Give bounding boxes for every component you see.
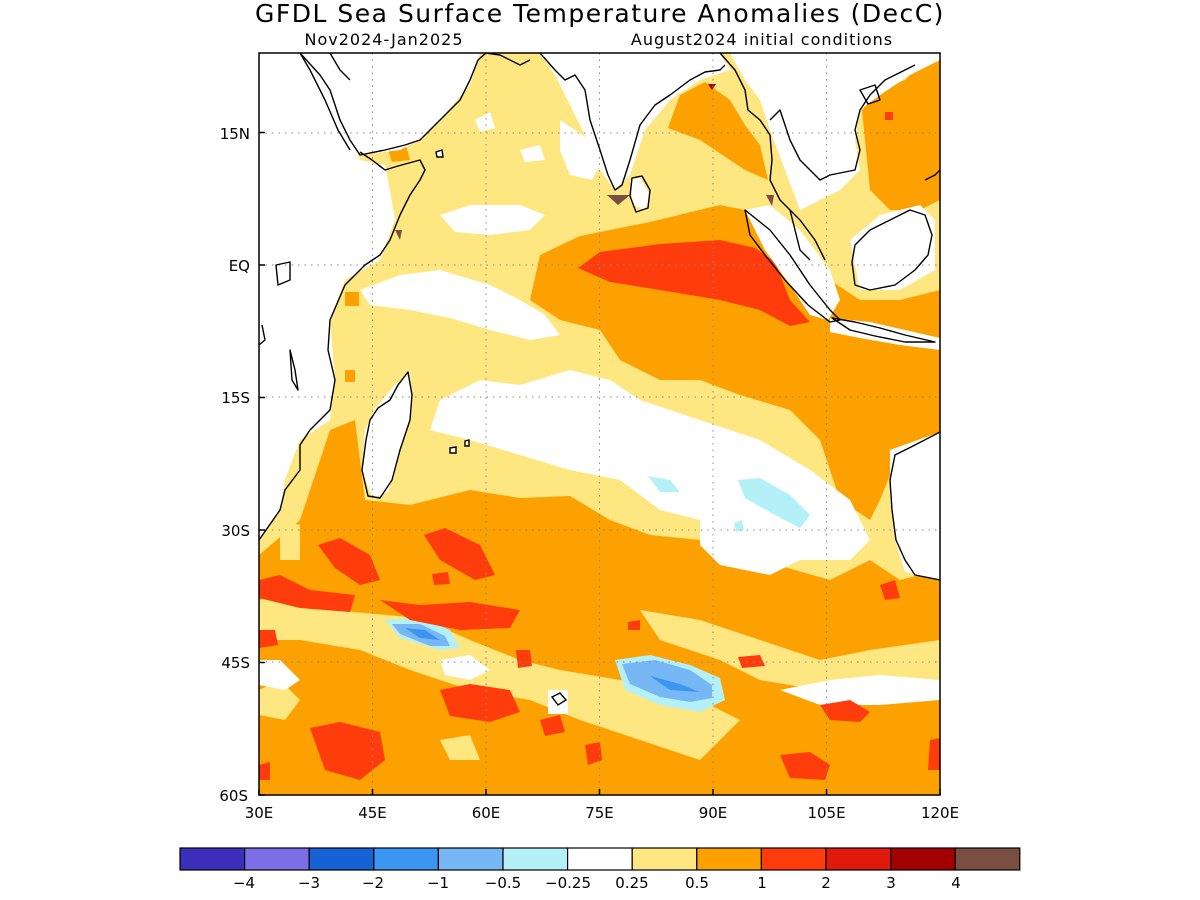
chart-title: GFDL Sea Surface Temperature Anomalies (…	[255, 0, 945, 28]
colorbar-label: 0.25	[615, 874, 648, 892]
coastlines	[259, 53, 940, 581]
y-tick-label: 15N	[220, 125, 250, 143]
colorbar-label: −1	[427, 874, 449, 892]
anomaly-1-2-regions	[259, 112, 940, 780]
colorbar-label: −2	[362, 874, 384, 892]
y-tick-label: 45S	[221, 654, 250, 672]
chart-subtitle-period: Nov2024-Jan2025	[305, 30, 464, 49]
x-tick-label: 60E	[472, 804, 501, 822]
colorbar-swatch	[373, 847, 439, 871]
anomaly-neutral-regions	[259, 112, 940, 705]
colorbar-labels: −4 −3 −2 −1 −0.5 −0.25 0.25 0.5 1 2 3 4	[233, 874, 961, 892]
x-axis-labels: 30E 45E 60E 75E 90E 105E 120E	[245, 804, 959, 822]
x-tick-label: 45E	[358, 804, 387, 822]
colorbar-swatch	[760, 847, 827, 871]
colorbar-swatch	[631, 847, 698, 871]
y-tick-label: 30S	[221, 522, 250, 540]
y-tick-label: 60S	[219, 787, 248, 805]
colorbar-swatch	[244, 847, 310, 871]
x-tick-label: 90E	[699, 804, 728, 822]
map-plot-area	[259, 53, 940, 795]
land-masses	[259, 53, 940, 714]
colorbar-label: −3	[298, 874, 320, 892]
x-tick-label: 105E	[807, 804, 845, 822]
colorbar-swatch	[502, 847, 569, 871]
colorbar-label: −0.5	[485, 874, 521, 892]
colorbar-label: −4	[233, 874, 255, 892]
colorbar-label: 4	[951, 874, 961, 892]
y-tick-label: 15S	[221, 389, 250, 407]
colorbar-swatch	[825, 847, 892, 871]
x-tick-label: 30E	[245, 804, 274, 822]
colorbar-label: 2	[821, 874, 831, 892]
colorbar-label: 0.5	[685, 874, 709, 892]
colorbar-swatch	[954, 847, 1021, 871]
colorbar-swatch	[437, 847, 504, 871]
axis-ticks	[258, 131, 941, 796]
colorbar-swatch	[566, 847, 633, 871]
colorbar-swatch	[179, 847, 246, 871]
y-tick-label: EQ	[229, 257, 250, 275]
small-islands	[435, 149, 568, 706]
colorbar-label: 1	[757, 874, 767, 892]
anomaly-gt-4-patches	[395, 195, 774, 240]
colorbar-swatch	[696, 847, 762, 871]
colorbar-swatch	[889, 847, 956, 871]
y-axis-labels: 15N EQ 15S 30S 45S 60S	[219, 125, 250, 805]
x-tick-label: 120E	[921, 804, 959, 822]
anomaly-3-4-patch	[708, 84, 716, 90]
colorbar-label: −0.25	[545, 874, 591, 892]
colorbar	[179, 847, 1021, 871]
chart-subtitle-initial-conditions: August2024 initial conditions	[631, 30, 893, 49]
colorbar-swatch	[308, 847, 375, 871]
x-tick-label: 75E	[585, 804, 614, 822]
colorbar-label: 3	[886, 874, 896, 892]
anomaly-minus-2-minus-1	[405, 628, 700, 692]
